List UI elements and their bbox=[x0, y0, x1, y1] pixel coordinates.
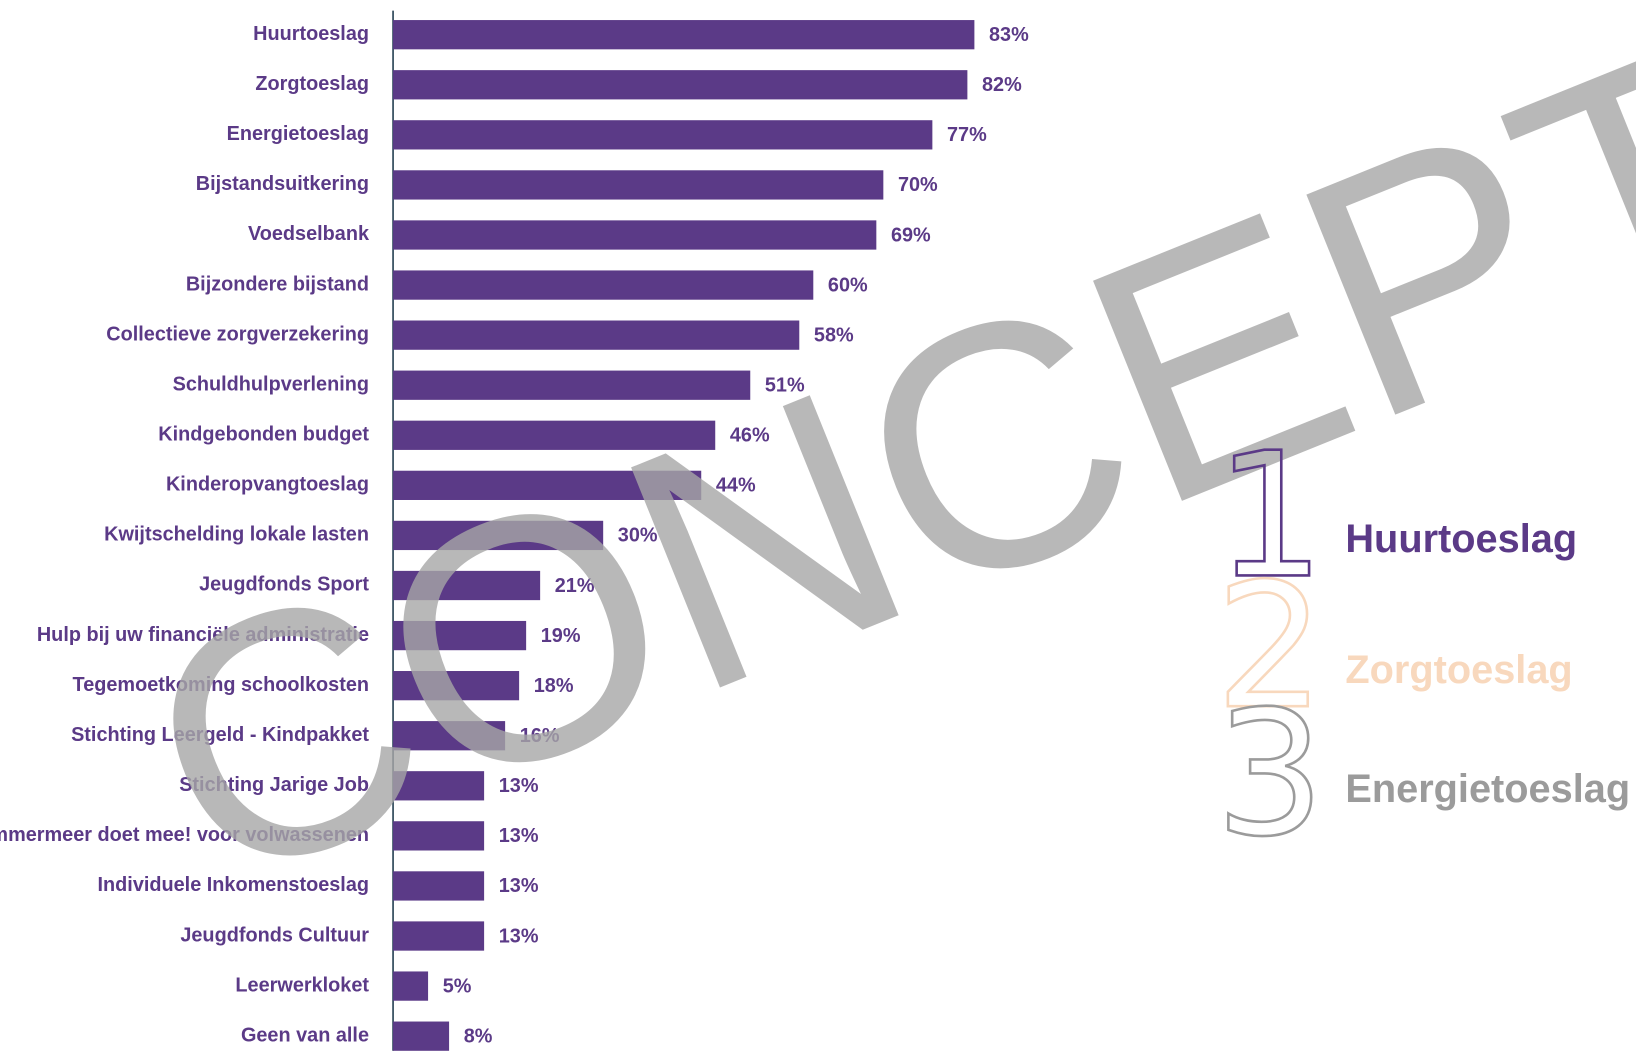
bar bbox=[393, 170, 884, 200]
category-label: Hulp bij uw financiële administratie bbox=[37, 624, 369, 646]
category-label: Bijzondere bijstand bbox=[186, 273, 369, 295]
category-label: Bijstandsuitkering bbox=[196, 173, 369, 195]
rank-number: 1 bbox=[1215, 415, 1325, 616]
value-label: 19% bbox=[541, 625, 581, 647]
bar bbox=[393, 320, 800, 350]
category-label: Huurtoeslag bbox=[253, 23, 369, 45]
category-label: Stichting Leergeld - Kindpakket bbox=[71, 724, 369, 746]
category-label: Voedselbank bbox=[248, 223, 370, 245]
value-label: 77% bbox=[947, 124, 987, 146]
bar bbox=[393, 370, 751, 400]
category-label: Collectieve zorgverzekering bbox=[106, 323, 369, 345]
category-label: Stichting Jarige Job bbox=[179, 774, 369, 796]
value-label: 46% bbox=[730, 425, 770, 447]
bar bbox=[393, 470, 702, 500]
bar bbox=[393, 671, 520, 701]
value-label: 16% bbox=[520, 725, 560, 747]
bar bbox=[393, 120, 933, 150]
value-label: 13% bbox=[499, 925, 539, 947]
bar bbox=[393, 270, 814, 300]
bar bbox=[393, 921, 485, 951]
category-label: Haarlemmermeer doet mee! voor volwassene… bbox=[0, 824, 369, 846]
bar bbox=[393, 570, 541, 601]
value-label: 51% bbox=[765, 375, 805, 397]
category-label: Energietoeslag bbox=[227, 123, 369, 145]
category-label: Kindgebonden budget bbox=[158, 424, 369, 446]
value-label: 13% bbox=[499, 825, 539, 847]
value-label: 83% bbox=[989, 24, 1029, 46]
value-label: 69% bbox=[891, 224, 931, 246]
bar bbox=[393, 1021, 450, 1051]
value-label: 60% bbox=[828, 274, 868, 296]
bar bbox=[393, 620, 527, 651]
category-label: Schuldhulpverlening bbox=[173, 373, 369, 395]
bar bbox=[393, 871, 485, 901]
bar bbox=[393, 520, 604, 551]
value-label: 82% bbox=[982, 74, 1022, 96]
category-label: Zorgtoeslag bbox=[255, 73, 369, 95]
value-label: 18% bbox=[534, 675, 574, 697]
bar bbox=[393, 420, 716, 450]
rank-label: Energietoeslag bbox=[1345, 767, 1630, 811]
value-label: 13% bbox=[499, 875, 539, 897]
category-label: Jeugdfonds Sport bbox=[199, 574, 369, 596]
value-label: 44% bbox=[716, 475, 756, 497]
category-label: Jeugdfonds Cultuur bbox=[180, 924, 369, 946]
rank-label: Huurtoeslag bbox=[1345, 517, 1577, 561]
category-label: Individuele Inkomenstoeslag bbox=[98, 874, 369, 896]
value-label: 21% bbox=[555, 575, 595, 597]
category-label: Geen van alle bbox=[241, 1024, 369, 1046]
value-label: 5% bbox=[443, 975, 472, 997]
bar bbox=[393, 971, 429, 1001]
category-label: Kwijtschelding lokale lasten bbox=[104, 524, 369, 546]
value-label: 30% bbox=[618, 525, 658, 547]
category-label: Kinderopvangtoeslag bbox=[166, 474, 369, 496]
bar bbox=[393, 70, 968, 100]
rank-number: 2 bbox=[1215, 546, 1325, 747]
value-label: 70% bbox=[898, 174, 938, 196]
bar bbox=[393, 771, 485, 801]
category-label: Tegemoetkoming schoolkosten bbox=[73, 674, 369, 696]
bar bbox=[393, 20, 975, 50]
rank-number: 3 bbox=[1215, 674, 1325, 875]
bar bbox=[393, 821, 485, 851]
bar bbox=[393, 220, 877, 250]
rank-label: Zorgtoeslag bbox=[1345, 648, 1572, 692]
value-label: 8% bbox=[464, 1025, 493, 1047]
bar bbox=[393, 721, 506, 751]
category-label: Leerwerkloket bbox=[235, 974, 369, 996]
value-label: 13% bbox=[499, 775, 539, 797]
value-label: 58% bbox=[814, 324, 854, 346]
